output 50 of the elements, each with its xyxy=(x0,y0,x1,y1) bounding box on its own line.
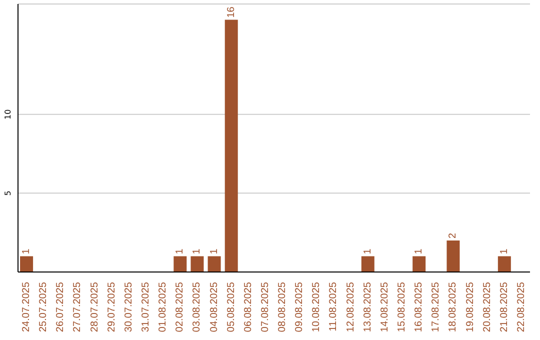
x-tick-label: 17.08.2025 xyxy=(430,282,442,332)
x-tick-label: 04.08.2025 xyxy=(208,282,220,332)
bar xyxy=(446,240,460,272)
x-tick-label: 29.07.2025 xyxy=(106,282,118,332)
data-label: 1 xyxy=(362,248,374,254)
x-tick-label: 20.08.2025 xyxy=(482,282,493,332)
data-label: 1 xyxy=(192,248,203,254)
x-tick-label: 13.08.2025 xyxy=(362,282,374,332)
bar xyxy=(208,256,221,272)
x-tick-label: 19.08.2025 xyxy=(464,282,476,332)
x-tick-label: 02.08.2025 xyxy=(174,282,186,332)
x-tick-label: 24.07.2025 xyxy=(21,282,32,332)
bar xyxy=(20,256,34,272)
data-label: 1 xyxy=(21,248,32,254)
x-tick-label: 25.07.2025 xyxy=(38,282,50,332)
bar xyxy=(190,256,204,272)
x-tick-label: 07.08.2025 xyxy=(260,282,271,332)
x-tick-label: 12.08.2025 xyxy=(345,282,356,332)
bar xyxy=(498,256,511,272)
data-label: 1 xyxy=(208,248,220,254)
bar xyxy=(174,256,187,272)
x-tick-label: 15.08.2025 xyxy=(396,282,408,332)
x-tick-label: 05.08.2025 xyxy=(226,282,237,332)
x-tick-label: 14.08.2025 xyxy=(379,282,390,332)
x-tick-label: 08.08.2025 xyxy=(277,282,288,332)
x-tick-label: 01.08.2025 xyxy=(158,282,169,332)
bar xyxy=(361,256,374,272)
x-tick-label: 10.08.2025 xyxy=(311,282,322,332)
data-label: 1 xyxy=(414,248,425,254)
x-tick-label: 16.08.2025 xyxy=(414,282,425,332)
data-label: 1 xyxy=(174,248,186,254)
x-tick-label: 03.08.2025 xyxy=(192,282,203,332)
data-label: 16 xyxy=(226,6,237,18)
x-tick-label: 22.08.2025 xyxy=(516,282,527,332)
x-tick-label: 26.07.2025 xyxy=(55,282,66,332)
y-tick-label: 10 xyxy=(4,109,12,120)
x-tick-label: 06.08.2025 xyxy=(242,282,254,332)
y-tick-label: 5 xyxy=(4,190,12,196)
x-tick-label: 27.07.2025 xyxy=(72,282,84,332)
bar xyxy=(412,256,426,272)
x-tick-label: 11.08.2025 xyxy=(328,282,340,332)
x-tick-label: 18.08.2025 xyxy=(448,282,459,332)
x-tick-label: 30.07.2025 xyxy=(123,282,134,332)
x-tick-label: 21.08.2025 xyxy=(498,282,510,332)
bar xyxy=(224,20,238,272)
x-tick-label: 28.07.2025 xyxy=(89,282,100,332)
x-tick-label: 31.07.2025 xyxy=(140,282,152,332)
data-label: 1 xyxy=(498,248,510,254)
x-tick-label: 09.08.2025 xyxy=(294,282,306,332)
data-label: 2 xyxy=(448,232,459,238)
